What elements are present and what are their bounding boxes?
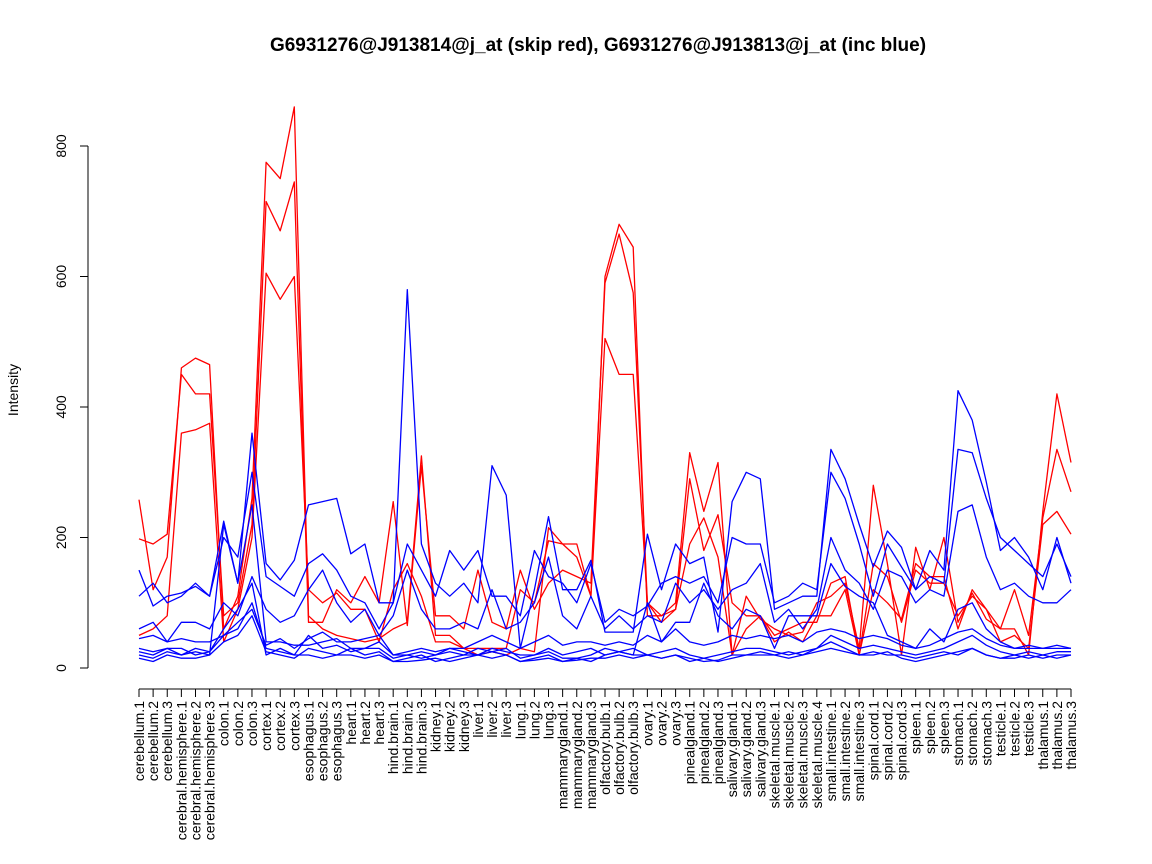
x-tick-label: esophagus.2	[315, 701, 331, 781]
x-tick-label: lung.3	[541, 701, 557, 739]
x-tick-label: testicle.2	[1007, 701, 1023, 756]
x-tick-label: spinal.cord.3	[894, 701, 910, 781]
x-tick-label: hind.brain.3	[413, 701, 429, 774]
x-tick-label: cortex.3	[286, 701, 302, 751]
x-tick-label: skeletal.muscle.1	[766, 701, 782, 809]
chart-title: G6931276@J913814@j_at (skip red), G69312…	[270, 35, 926, 56]
x-tick-label: stomach.1	[950, 701, 966, 766]
x-tick-label: thalamus.1	[1035, 701, 1051, 770]
series-line-inc-9	[138, 602, 1071, 659]
x-tick-label: liver.2	[484, 701, 500, 738]
x-tick-label: kidney.2	[442, 701, 458, 752]
y-tick-label: 200	[53, 526, 69, 550]
y-axis: 0 200 400 600 800	[53, 134, 89, 672]
x-tick-label: testicle.1	[992, 701, 1008, 756]
x-tick-label: salivary.gland.1	[724, 701, 740, 797]
x-tick-label: cortex.1	[258, 701, 274, 751]
x-tick-label: olfactory.bulb.1	[597, 701, 613, 795]
x-tick-label: pinealgland.2	[696, 701, 712, 785]
series-line-skip-3	[138, 272, 1072, 656]
series-layer	[138, 106, 1072, 663]
x-tick-label: cerebral.hemisphere.2	[187, 701, 203, 841]
x-tick-label: liver.3	[498, 701, 514, 738]
x-tick-label: cerebral.hemisphere.3	[202, 701, 218, 841]
x-tick-label: cerebellum.3	[159, 701, 175, 781]
x-tick-label: spinal.cord.2	[879, 701, 895, 781]
x-tick-label: small.intestine.1	[823, 701, 839, 802]
y-tick-label: 0	[53, 664, 69, 672]
x-tick-label: ovary.2	[653, 701, 669, 746]
x-tick-label: heart.2	[357, 701, 373, 745]
y-tick-label: 400	[53, 395, 69, 419]
x-tick-label: stomach.3	[978, 701, 994, 766]
x-tick-label: thalamus.2	[1049, 701, 1065, 770]
x-tick-label: thalamus.3	[1063, 701, 1079, 770]
x-tick-label: lung.1	[512, 701, 528, 739]
x-tick-label: stomach.2	[964, 701, 980, 766]
x-tick-label: kidney.3	[456, 701, 472, 752]
x-tick-label: mammarygland.1	[555, 701, 571, 809]
x-tick-label: spleen.1	[908, 701, 924, 754]
x-tick-label: skeletal.muscle.2	[781, 701, 797, 809]
x-tick-label: colon.1	[216, 701, 232, 746]
x-tick-label: pinealgland.3	[710, 701, 726, 785]
series-line-inc-10	[138, 615, 1071, 663]
x-tick-label: kidney.1	[428, 701, 444, 752]
x-tick-label: ovary.1	[639, 701, 655, 746]
x-tick-label: hind.brain.2	[399, 701, 415, 774]
x-tick-label: pinealgland.1	[682, 701, 698, 785]
series-line-inc-11	[138, 608, 1072, 656]
y-axis-label: Intensity	[5, 364, 21, 416]
x-tick-label: spleen.2	[922, 701, 938, 754]
x-tick-label: cerebellum.2	[145, 701, 161, 781]
x-tick-label: spinal.cord.1	[865, 701, 881, 781]
y-tick-label: 600	[53, 265, 69, 289]
x-tick-label: salivary.gland.3	[752, 701, 768, 797]
x-tick-label: colon.3	[244, 701, 260, 746]
x-tick-label: olfactory.bulb.3	[625, 701, 641, 795]
x-tick-label: skeletal.muscle.4	[809, 701, 825, 809]
x-tick-label: lung.2	[526, 701, 542, 739]
x-tick-label: spleen.3	[936, 701, 952, 754]
series-line-inc-7	[138, 504, 1072, 643]
x-tick-label: esophagus.3	[329, 701, 345, 781]
x-tick-label: colon.2	[230, 701, 246, 746]
x-tick-label: mammarygland.3	[583, 701, 599, 809]
x-axis: cerebellum.1cerebellum.2cerebellum.3cere…	[131, 688, 1079, 841]
x-tick-label: cerebellum.1	[131, 701, 147, 781]
x-tick-label: salivary.gland.2	[738, 701, 754, 797]
x-tick-label: esophagus.1	[300, 701, 316, 781]
x-tick-label: testicle.3	[1021, 701, 1037, 756]
x-tick-label: cerebral.hemisphere.1	[173, 701, 189, 841]
x-tick-label: small.intestine.3	[851, 701, 867, 802]
series-line-inc-5	[138, 448, 1072, 630]
x-tick-label: olfactory.bulb.2	[611, 701, 627, 795]
x-tick-label: small.intestine.2	[837, 701, 853, 802]
series-line-skip-2	[138, 181, 1072, 656]
x-tick-label: heart.1	[343, 701, 359, 745]
x-tick-label: cortex.2	[272, 701, 288, 751]
x-tick-label: liver.1	[470, 701, 486, 738]
x-tick-label: mammarygland.2	[569, 701, 585, 809]
x-tick-label: ovary.3	[668, 701, 684, 746]
y-tick-label: 800	[53, 134, 69, 158]
x-tick-label: skeletal.muscle.3	[795, 701, 811, 809]
x-tick-label: heart.3	[371, 701, 387, 745]
x-tick-label: hind.brain.1	[385, 701, 401, 774]
series-line-skip-1	[138, 106, 1072, 656]
